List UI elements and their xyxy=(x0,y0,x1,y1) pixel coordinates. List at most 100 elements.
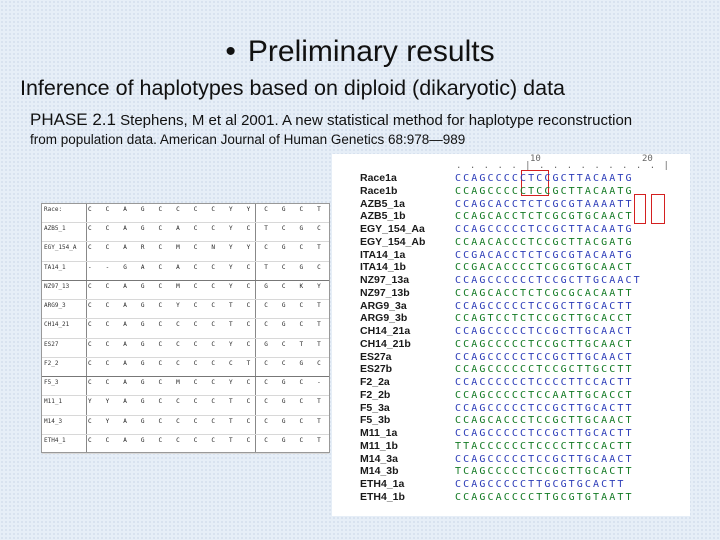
haplotype-name: ETH4_1a xyxy=(360,478,405,490)
slide-title: • Preliminary results xyxy=(0,34,720,70)
haplotype-sequence: CCAGCACCCTCCGCTTGCAACT xyxy=(455,415,634,427)
sample-name: CH14_21 xyxy=(44,321,70,329)
alignment-row: EGY_154_Aa CCAGCCCCCTCCGCTTACAATG xyxy=(332,223,690,236)
table-divider xyxy=(86,204,87,452)
haplotype-name: NZ97_13a xyxy=(360,274,410,286)
alignment-row: M11_1b TTACCCCCCTCCCCTTCCACTT xyxy=(332,439,690,452)
haplotype-alignment: 10 20 . . . . . | . . . . . . . . . | Ra… xyxy=(332,154,690,516)
sample-name: F5_3 xyxy=(44,379,59,387)
sample-name: NZ97_13 xyxy=(44,282,70,290)
haplotype-name: CH14_21b xyxy=(360,337,411,350)
alignment-row: NZ97_13b CCAGCACCTCTCGCGCACAATT xyxy=(332,286,690,299)
alignment-row: M14_3a CCAGCCCCCTCCGCTTGCAACT xyxy=(332,452,690,465)
haplotype-name: NZ97_13b xyxy=(360,286,410,299)
haplotype-sequence: CCACCCCCCTCCCCTTCCACTT xyxy=(455,377,634,388)
highlight-box xyxy=(521,170,549,196)
sample-name: Race: xyxy=(44,206,63,213)
haplotype-name: M11_1a xyxy=(360,427,398,439)
alignment-row: ARG9_3b CCAGTCCTCTCCGCTTGCACCT xyxy=(332,312,690,325)
table-row: F5_3 C C A G C M C C Y C C G C - T G C A … xyxy=(42,377,444,397)
haplotype-sequence: CCAGTCCTCTCCGCTTGCACCT xyxy=(455,313,634,325)
table-row: ETH4_1 C C A G C C C C T C C G C T T G C … xyxy=(42,435,444,454)
sample-name: ETH4_1 xyxy=(44,436,66,444)
ruler-label-10: 10 xyxy=(530,154,541,164)
alignment-row: ETH4_1a CCAGCCCCCTTGCGTGCACTT xyxy=(332,478,690,491)
haplotype-name: M14_3b xyxy=(360,465,399,478)
alignment-row: F5_3b CCAGCACCCTCCGCTTGCAACT xyxy=(332,414,690,427)
haplotype-name: CH14_21a xyxy=(360,325,411,337)
haplotype-sequence: CCAGCCCCCTCCGCTTGCAACT xyxy=(455,326,634,337)
haplotype-name: Race1a xyxy=(360,172,397,184)
haplotype-name: ITA14_1a xyxy=(360,248,406,261)
table-row: M11_1 Y Y A G C C C C T C C G C T T G C A… xyxy=(42,396,444,416)
haplotype-sequence: TTACCCCCCTCCCCTTCCACTT xyxy=(455,440,634,452)
table-row: AZB5_1 C C A G C A C C Y C T C G C G T R … xyxy=(42,223,444,243)
alignment-row: NZ97_13a CCAGCCCCCCTCCGCTTGCAACT xyxy=(332,274,690,287)
alignment-row: M14_3b TCAGCCCCCTCCGCTTGCACTT xyxy=(332,465,690,478)
haplotype-sequence: CCAGCCCCCTCCGCTTGCAACT xyxy=(455,338,634,350)
alignment-row: ITA14_1a CCGACACCTCTCGCGTACAATG xyxy=(332,248,690,261)
alignment-row: ES27a CCAGCCCCCTCCGCTTGCAACT xyxy=(332,351,690,363)
bullet: • xyxy=(225,35,236,68)
haplotype-sequence: CCAGCACCTCTCGCGTAAAATT xyxy=(455,198,634,210)
table-row: CH14_21 C C A G C C C C T C C G C T T G C… xyxy=(42,319,444,339)
citation-text-2: from population data. American Journal o… xyxy=(30,132,466,147)
sample-name: ARG9_3 xyxy=(44,302,66,310)
sample-name: M14_3 xyxy=(44,417,63,425)
haplotype-name: AZB5_1a xyxy=(360,197,405,210)
table-row: Race: C C A G C C C C Y Y C G C T T A C A… xyxy=(42,204,444,224)
haplotype-name: ES27b xyxy=(360,363,393,376)
haplotype-name: F2_2a xyxy=(360,376,390,388)
ruler-ticks: . . . . . | . . . . . . . . . | xyxy=(456,161,671,171)
table-row: F2_2 C C A G C C C C C T C C G C R M - T … xyxy=(42,358,444,378)
alignment-row: AZB5_1b CCAGCACCTCTCGCGTGCAACT xyxy=(332,210,690,223)
table-row: ARG9_3 C C A G C Y C C T C C G C T T G C … xyxy=(42,300,444,320)
haplotype-name: F5_3b xyxy=(360,414,391,427)
haplotype-sequence: CCAGCCCCCTCCAATTGCACCT xyxy=(455,389,634,401)
haplotype-name: M11_1b xyxy=(360,439,398,452)
sample-name: EGY_154_A xyxy=(44,244,77,252)
alignment-row: Race1b CCAGCCCCCTCCGCTTACAATG xyxy=(332,185,690,197)
alignment-row: ETH4_1b CCAGCACCCCTTGCGTGTAATT xyxy=(332,490,690,503)
citation-text-1: Stephens, M et al 2001. A new statistica… xyxy=(120,112,633,129)
haplotype-sequence: CCAGCCCCCTCCGCTTGCAACT xyxy=(455,351,634,363)
slide-title-text: Preliminary results xyxy=(247,35,495,68)
haplotype-sequence: CCAACACCCTCCGCTTACGATG xyxy=(455,236,634,248)
haplotype-name: ETH4_1b xyxy=(360,490,405,503)
haplotype-sequence: CCAGCACCTCTCGCGTGCAACT xyxy=(455,211,634,223)
haplotype-sequence: CCAGCACCTCTCGCGCACAATT xyxy=(455,287,634,299)
haplotype-sequence: CCAGCCCCCTCCGCTTGCACTT xyxy=(455,300,634,312)
haplotype-name: EGY_154_Aa xyxy=(360,223,425,235)
haplotype-name: ARG9_3a xyxy=(360,299,407,312)
table-row: NZ97_13 C C A G C M C C Y C G C K Y R C A… xyxy=(42,281,426,301)
highlight-box xyxy=(651,194,665,224)
sample-name: TA14_1 xyxy=(44,263,66,271)
haplotype-sequence: CCAGCCCCCTTGCGTGCACTT xyxy=(455,479,626,490)
haplotype-name: EGY_154_Ab xyxy=(360,235,426,248)
alignment-row: CH14_21a CCAGCCCCCTCCGCTTGCAACT xyxy=(332,325,690,338)
haplotype-sequence: CCAGCCCCCTCCGCTTACAATG xyxy=(455,185,634,197)
table-row: EGY_154_A C C A R C M C N Y Y C G C T T A… xyxy=(42,242,444,262)
sample-name: F2_2 xyxy=(44,359,59,367)
alignment-row: ARG9_3a CCAGCCCCCTCCGCTTGCACTT xyxy=(332,299,690,312)
alignment-row: F2_2a CCACCCCCCTCCCCTTCCACTT xyxy=(332,376,690,389)
haplotype-name: F2_2b xyxy=(360,388,391,401)
alignment-row: AZB5_1a CCAGCACCTCTCGCGTAAAATT xyxy=(332,197,690,210)
alignment-row: F5_3a CCAGCCCCCTCCGCTTGCACTT xyxy=(332,402,690,414)
haplotype-name: M14_3a xyxy=(360,452,398,465)
haplotype-sequence: CCAGCCCCCCTCCGCTTGCCTT xyxy=(455,364,634,376)
sample-name: M11_1 xyxy=(44,398,63,406)
table-row: M14_3 C Y A G C C C C T C C G C T T G C A… xyxy=(42,416,444,435)
haplotype-name: AZB5_1b xyxy=(360,210,406,223)
haplotype-sequence: TCAGCCCCCTCCGCTTGCACTT xyxy=(455,466,634,478)
haplotype-sequence: CCAGCCCCCTCCGCTTGCACTT xyxy=(455,402,634,414)
alignment-row: M11_1a CCAGCCCCCTCCGCTTGCACTT xyxy=(332,427,690,440)
haplotype-sequence: CCAGCCCCCCTCCGCTTGCAACT xyxy=(455,275,642,286)
sample-name: ES27 xyxy=(44,340,59,348)
highlight-box xyxy=(634,194,646,224)
haplotype-sequence: CCAGCCCCCTCCGCTTACAATG xyxy=(455,173,634,184)
haplotype-sequence: CCAGCCCCCTCCGCTTGCAACT xyxy=(455,453,634,465)
haplotype-name: ARG9_3b xyxy=(360,312,408,325)
alignment-row: CH14_21b CCAGCCCCCTCCGCTTGCAACT xyxy=(332,337,690,350)
genotype-table: Race: C C A G C C C C Y Y C G C T T A C A… xyxy=(41,203,444,454)
